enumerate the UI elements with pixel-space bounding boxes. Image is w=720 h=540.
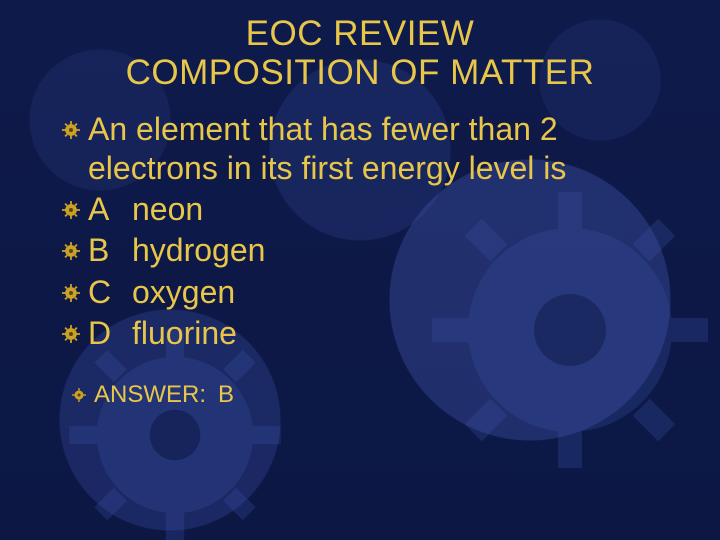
options-list: Aneon Bhydrogen Coxygen Dfluo: [62, 190, 680, 352]
gear-bullet-icon: [62, 325, 80, 343]
gear-bullet-icon: [62, 242, 80, 260]
option-value: oxygen: [132, 274, 235, 310]
option-row: Bhydrogen: [62, 231, 680, 270]
question-text: An element that has fewer than 2 electro…: [88, 110, 680, 188]
answer-value: B: [218, 381, 234, 409]
answer-label: ANSWER:: [94, 381, 206, 409]
option-row: Coxygen: [62, 273, 680, 312]
gear-bullet-icon: [62, 201, 80, 219]
answer-row: ANSWER: B: [72, 381, 720, 409]
question-bullet: An element that has fewer than 2 electro…: [62, 110, 680, 188]
option-text: Dfluorine: [88, 314, 680, 353]
option-letter: D: [88, 314, 132, 353]
option-text: Bhydrogen: [88, 231, 680, 270]
option-letter: C: [88, 273, 132, 312]
gear-bullet-icon: [62, 121, 80, 139]
question-lead: An: [88, 111, 127, 147]
option-row: Aneon: [62, 190, 680, 229]
slide: EOC REVIEW COMPOSITION OF MATTER: [0, 0, 720, 540]
option-row: Dfluorine: [62, 314, 680, 353]
gear-bullet-icon: [62, 284, 80, 302]
option-text: Aneon: [88, 190, 680, 229]
option-value: neon: [132, 191, 203, 227]
gear-bullet-icon: [72, 388, 86, 402]
title-line-2: COMPOSITION OF MATTER: [0, 53, 720, 92]
slide-title: EOC REVIEW COMPOSITION OF MATTER: [0, 0, 720, 92]
option-value: fluorine: [132, 315, 237, 351]
slide-content: EOC REVIEW COMPOSITION OF MATTER: [0, 0, 720, 409]
title-line-1: EOC REVIEW: [0, 14, 720, 53]
option-value: hydrogen: [132, 232, 265, 268]
option-letter: A: [88, 190, 132, 229]
slide-body: An element that has fewer than 2 electro…: [0, 92, 720, 352]
option-text: Coxygen: [88, 273, 680, 312]
option-letter: B: [88, 231, 132, 270]
answer-block: ANSWER: B: [0, 355, 720, 409]
question-rest: element that has fewer than 2 electrons …: [88, 111, 566, 186]
